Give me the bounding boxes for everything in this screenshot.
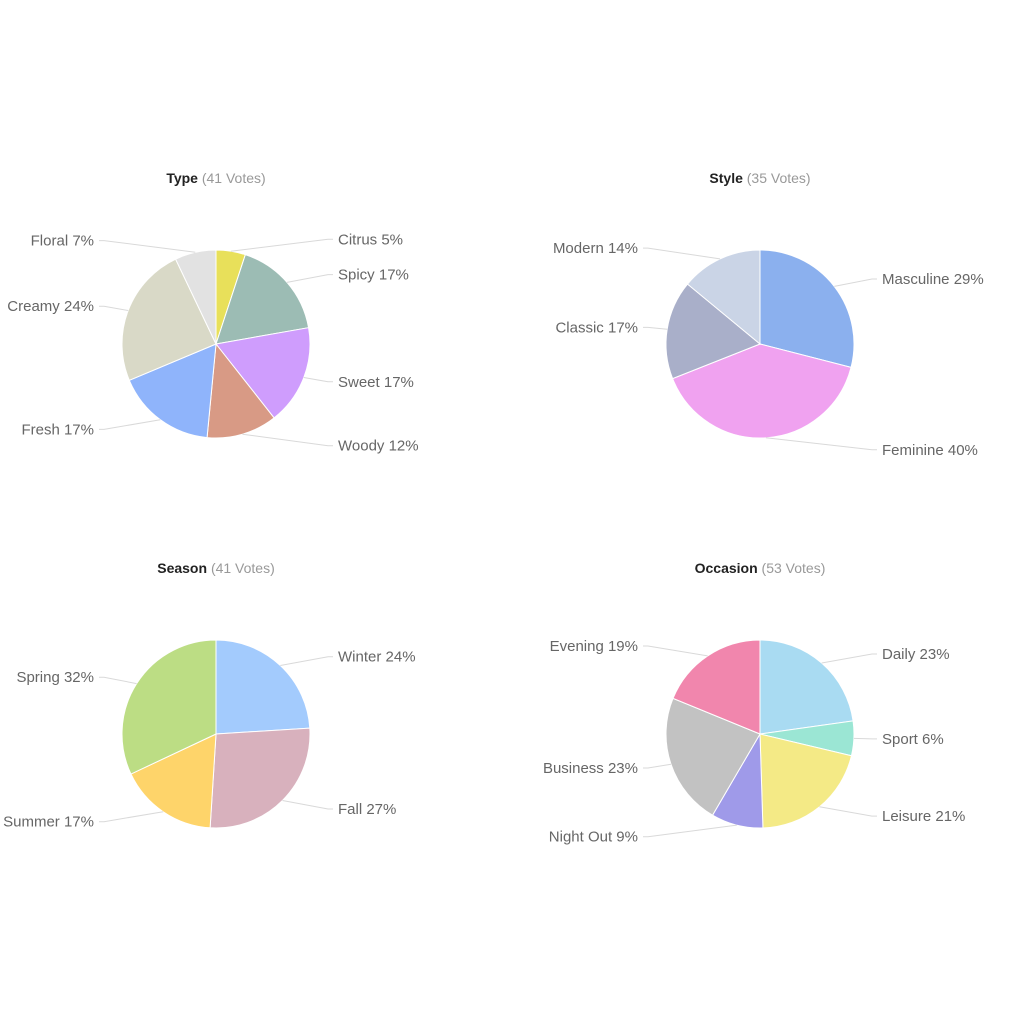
slice-label: Spring 32% — [16, 669, 94, 686]
leader-line — [99, 240, 196, 253]
pie-slice[interactable] — [215, 254, 310, 345]
slice-label: Night Out 9% — [549, 829, 638, 846]
slice-label: Daily 23% — [882, 646, 950, 663]
slice-label: Winter 24% — [338, 649, 416, 666]
pie-slice[interactable] — [206, 342, 275, 439]
chart-title-season: Season (41 Votes) — [66, 559, 366, 577]
pie-slice[interactable] — [686, 249, 761, 346]
slice-label: Masculine 29% — [882, 271, 984, 288]
pie-chart-style: Masculine 29% Feminine 40% Classic 17% Mode… — [553, 240, 984, 459]
leader-line — [821, 653, 877, 664]
chart-title-occasion: Occasion (53 Votes) — [610, 559, 910, 577]
pie-chart-type: Citrus 5% Spicy 17% Sweet 17% Woody 12% Fres… — [7, 231, 418, 454]
slice-label: Feminine 40% — [882, 442, 978, 459]
chart-title-name: Type — [166, 170, 198, 186]
slice-label: Spicy 17% — [338, 267, 409, 284]
slice-label: Floral 7% — [31, 233, 94, 250]
slice-label: Summer 17% — [3, 814, 94, 831]
leader-line — [643, 247, 721, 260]
leader-line — [280, 656, 333, 666]
pie-chart-season: Winter 24% Fall 27% Summer 17% Spring 32% — [3, 639, 416, 831]
pie-slice[interactable] — [130, 733, 217, 829]
chart-title-style: Style (35 Votes) — [610, 169, 910, 187]
slice-label: Modern 14% — [553, 240, 638, 257]
pie-slice[interactable] — [215, 639, 311, 735]
slice-label: Citrus 5% — [338, 231, 403, 248]
leader-line — [99, 305, 129, 311]
leader-line — [853, 737, 877, 740]
leader-line — [643, 763, 672, 769]
leader-line — [99, 419, 161, 430]
chart-title-votes: (35 Votes) — [746, 170, 811, 186]
chart-title-votes: (41 Votes) — [201, 170, 266, 186]
leader-line — [286, 274, 333, 283]
slice-label: Classic 17% — [555, 319, 638, 336]
slice-label: Sport 6% — [882, 731, 944, 748]
slice-label: Sweet 17% — [338, 374, 414, 391]
leader-line — [242, 433, 333, 447]
slice-label: Fresh 17% — [21, 421, 94, 438]
chart-title-name: Occasion — [694, 560, 758, 576]
leader-line — [819, 806, 877, 817]
slice-label: Creamy 24% — [7, 298, 94, 315]
chart-title-votes: (53 Votes) — [761, 560, 826, 576]
leader-line — [643, 645, 708, 657]
pie-slice[interactable] — [209, 727, 311, 829]
slice-label: Business 23% — [543, 760, 638, 777]
pie-slice[interactable] — [759, 249, 855, 368]
pie-slice[interactable] — [128, 343, 217, 439]
chart-title-name: Season — [157, 560, 208, 576]
leader-line — [765, 437, 877, 451]
pie-slice[interactable] — [665, 283, 761, 380]
chart-title-name: Style — [709, 170, 743, 186]
slice-label: Leisure 21% — [882, 808, 965, 825]
leader-line — [282, 800, 333, 810]
leader-line — [230, 238, 333, 252]
pie-slice[interactable] — [672, 639, 761, 735]
chart-title-type: Type (41 Votes) — [66, 169, 366, 187]
chart-title-votes: (41 Votes) — [210, 560, 275, 576]
leader-line — [99, 811, 164, 823]
leader-line — [303, 377, 333, 383]
leader-line — [643, 824, 737, 838]
pie-slice[interactable] — [121, 639, 217, 775]
slice-label: Evening 19% — [550, 638, 638, 655]
slice-label: Woody 12% — [338, 438, 419, 455]
leader-line — [643, 326, 668, 330]
leader-line — [834, 278, 877, 287]
pie-slice[interactable] — [759, 639, 854, 735]
slice-label: Fall 27% — [338, 801, 396, 818]
leader-line — [99, 676, 137, 685]
pie-chart-occasion: Daily 23% Sport 6% Leisure 21% Night Out 9%… — [543, 638, 965, 846]
pie-slice[interactable] — [665, 697, 761, 816]
pie-slice[interactable] — [215, 327, 311, 419]
